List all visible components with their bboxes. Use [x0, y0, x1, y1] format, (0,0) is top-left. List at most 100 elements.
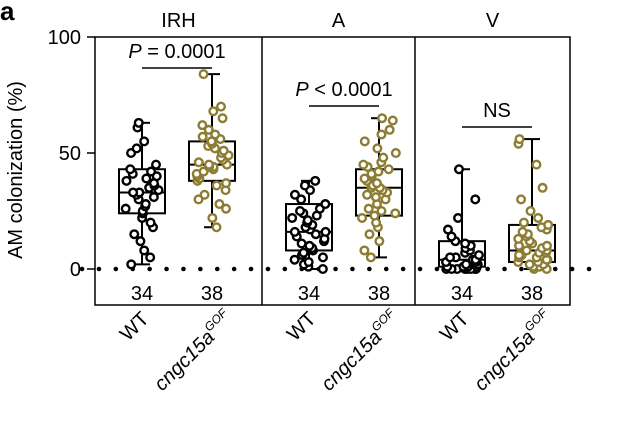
panel-v-mutant-point: [514, 134, 525, 145]
panel-a-sig-label: P < 0.0001: [295, 79, 392, 101]
panel-irh-sig-label: P = 0.0001: [128, 41, 225, 63]
panel-a-mutant-point: [359, 136, 370, 147]
panel-irh-mutant-point: [198, 69, 209, 80]
panel-a-wt-point: [317, 252, 328, 263]
panel-v-mutant-point: [524, 259, 535, 270]
panel-a-mutant-point: [390, 208, 401, 219]
panel-a-wt-point: [304, 240, 315, 251]
panel-irh-wt-point: [126, 259, 137, 270]
panel-irh-group-label-mutant: cngc15aGOF: [148, 305, 238, 395]
panel-irh-mutant-point: [208, 106, 219, 117]
panel-a-mutant-point: [373, 166, 384, 177]
panel-a-wt-n-label: 34: [298, 283, 320, 305]
y-tick-label-50: 50: [59, 143, 81, 165]
panel-irh-mutant-point: [216, 101, 227, 112]
panel-a-wt-point: [320, 199, 331, 210]
panel-irh-wt-point: [145, 252, 156, 263]
panel-a-wt-point: [298, 247, 309, 258]
y-tick-label-100: 100: [48, 27, 81, 49]
panel-irh-mutant-point: [221, 178, 232, 189]
panel-a-mutant-point: [364, 229, 375, 240]
panel-a-wt-point: [296, 238, 307, 249]
panel-v-wt-point: [470, 194, 481, 205]
panel-title-irh: IRH: [161, 10, 195, 32]
panel-v-wt-point: [445, 252, 456, 263]
panel-irh-group-label-wt: WT: [116, 308, 154, 346]
panel-a-wt-point: [317, 264, 328, 275]
panel-irh-wt-point: [139, 136, 150, 147]
panel-irh-mutant-point: [207, 212, 218, 223]
panel-a-wt-point: [295, 205, 306, 216]
panel-a-mutant-point: [376, 205, 387, 216]
panel-irh-wt-point: [121, 175, 132, 186]
panel-a-mutant-point: [369, 210, 380, 221]
panel-a-mutant-point: [372, 143, 383, 154]
panel-v-wt-point: [461, 259, 472, 270]
panel-irh-wt-point: [145, 217, 156, 228]
panel-irh-wt-point: [141, 173, 152, 184]
panel-letter: a: [0, 0, 15, 26]
panel-irh-wt-point: [120, 203, 131, 214]
panel-a-wt-point: [289, 226, 300, 237]
y-axis-label: AM colonization (%): [5, 81, 27, 259]
panel-irh-wt-point: [128, 187, 139, 198]
panel-v-mutant-point: [533, 212, 544, 223]
panel-a-mutant-point: [370, 192, 381, 203]
panel-irh-mutant-point: [211, 222, 222, 233]
panel-a-mutant-point: [390, 147, 401, 158]
panel-a-mutant-point: [387, 115, 398, 126]
panel-v-wt-point: [473, 250, 484, 261]
panel-a-group-label-mutant: cngc15aGOF: [315, 305, 405, 395]
panel-v-group-label-wt: WT: [436, 308, 474, 346]
panel-irh-mutant-point: [199, 189, 210, 200]
panel-irh-wt-point: [148, 192, 159, 203]
panel-irh-mutant-point: [197, 131, 208, 142]
panel-v-mutant-point: [517, 226, 528, 237]
panel-a-wt-point: [303, 257, 314, 268]
panel-v-mutant-point: [516, 194, 527, 205]
panel-v-group-label-mutant: cngc15aGOF: [468, 305, 558, 395]
panel-a-mutant-point: [371, 178, 382, 189]
panel-v-sig-label: NS: [483, 100, 511, 122]
panel-a-mutant-point: [378, 152, 389, 163]
panel-irh-mutant-point: [203, 159, 214, 170]
panel-a-wt-point: [289, 189, 300, 200]
panel-title-a: A: [332, 10, 346, 32]
panel-v-mutant-point: [525, 205, 536, 216]
panel-irh-mutant-point: [214, 199, 225, 210]
plot-frame: [94, 36, 571, 306]
panel-irh-wt-point: [133, 117, 144, 128]
panel-v-wt-point: [453, 212, 464, 223]
panel-irh-mutant-n-label: 38: [201, 283, 223, 305]
panel-a-mutant-point: [384, 124, 395, 135]
panel-v-mutant-point: [541, 240, 552, 251]
panel-v-mutant-n-label: 38: [521, 283, 543, 305]
panel-v-wt-n-label: 34: [451, 283, 473, 305]
panel-v-mutant-point: [521, 245, 532, 256]
panel-v-wt-point: [442, 224, 453, 235]
panel-irh-wt-point: [135, 236, 146, 247]
panel-a-mutant-point: [377, 113, 388, 124]
panel-a-wt-point: [296, 194, 307, 205]
panel-a-group-label-wt: WT: [283, 308, 321, 346]
panel-irh-mutant-point: [221, 203, 232, 214]
panel-a-mutant-point: [376, 129, 387, 140]
panel-v-wt-point: [453, 164, 464, 175]
panel-irh-mutant-point: [218, 145, 229, 156]
panel-a-mutant-point: [383, 164, 394, 175]
panel-a-mutant-point: [374, 236, 385, 247]
panel-v-mutant-point: [537, 182, 548, 193]
panel-v-mutant-point: [543, 219, 554, 230]
panel-irh-mutant-point: [197, 120, 208, 131]
panel-a-mutant-point: [362, 189, 373, 200]
panel-a-wt-point: [310, 175, 321, 186]
panel-irh-mutant-point: [217, 113, 228, 124]
panel-v-wt-point: [460, 238, 471, 249]
panel-irh-wt-point: [151, 159, 162, 170]
panel-irh-wt-n-label: 34: [131, 283, 153, 305]
panel-v-mutant-point: [531, 159, 542, 170]
panel-title-v: V: [486, 10, 500, 32]
panel-a-mutant-n-label: 38: [368, 283, 390, 305]
panel-v-mutant-point: [518, 217, 529, 228]
